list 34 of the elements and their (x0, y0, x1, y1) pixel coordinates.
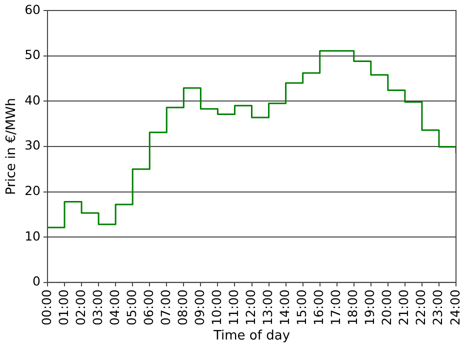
x-tick-label: 02:00 (72, 289, 88, 326)
x-tick-label: 06:00 (140, 289, 156, 326)
y-tick-label: 60 (24, 2, 41, 17)
x-tick-label: 11:00 (226, 289, 241, 326)
x-tick-label: 04:00 (106, 289, 122, 326)
y-tick-label: 40 (24, 92, 41, 108)
x-tick-label: 12:00 (243, 289, 258, 326)
y-tick-label: 50 (24, 47, 41, 62)
x-tick-label: 19:00 (362, 289, 378, 326)
x-tick-label: 13:00 (260, 289, 276, 326)
x-tick-label: 14:00 (277, 289, 292, 326)
y-tick-label: 20 (24, 183, 41, 198)
x-tick-label: 15:00 (294, 289, 310, 326)
x-tick-label: 01:00 (56, 289, 71, 326)
x-axis-title: Time of day (212, 328, 290, 344)
x-tick-label: 08:00 (174, 289, 190, 326)
x-tick-label: 24:00 (447, 289, 462, 326)
x-tick-label: 23:00 (430, 289, 446, 326)
y-tick-label: 0 (32, 274, 41, 289)
y-tick-label: 10 (24, 228, 41, 244)
x-tick-label: 18:00 (345, 289, 360, 326)
x-tick-label: 00:00 (38, 289, 54, 326)
x-tick-label: 21:00 (396, 289, 412, 326)
x-tick-label: 22:00 (413, 289, 428, 326)
x-tick-label: 09:00 (192, 289, 207, 326)
x-tick-label: 03:00 (90, 289, 105, 326)
x-tick-label: 20:00 (379, 289, 394, 326)
x-tick-label: 10:00 (208, 289, 224, 326)
y-tick-label: 30 (24, 138, 41, 153)
x-tick-label: 17:00 (328, 289, 344, 326)
x-tick-label: 05:00 (124, 289, 139, 326)
y-axis-title: Price in €/MWh (4, 98, 20, 195)
x-tick-label: 07:00 (158, 289, 173, 326)
x-tick-label: 16:00 (311, 289, 326, 326)
